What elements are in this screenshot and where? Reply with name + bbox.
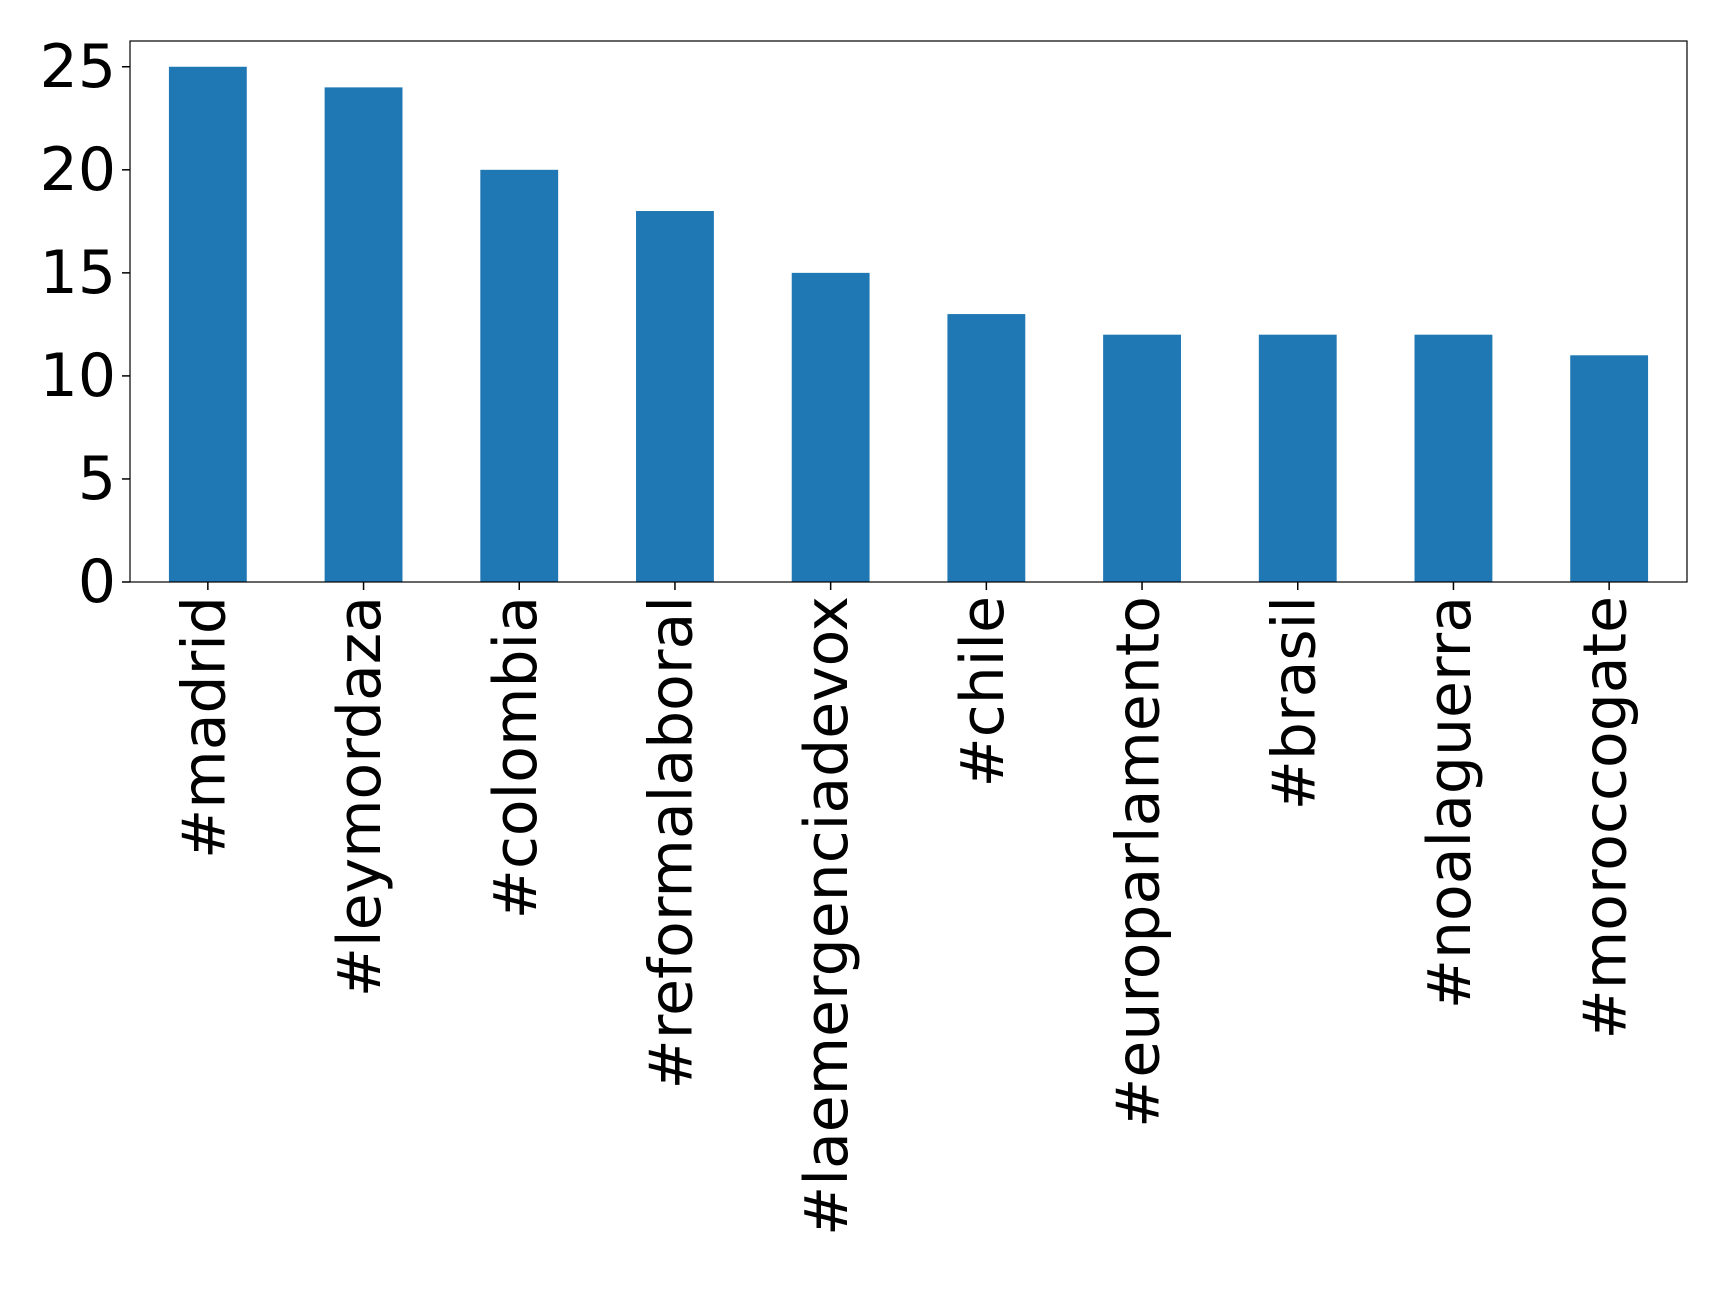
- bar: [791, 272, 870, 582]
- y-tick-label: 10: [40, 341, 116, 411]
- x-tick-label: #colombia: [481, 596, 551, 919]
- y-tick-label: 15: [40, 238, 116, 308]
- x-tick-label: #leymordaza: [325, 596, 395, 997]
- x-tick-label: #madrid: [169, 596, 239, 859]
- bar: [1103, 334, 1181, 582]
- x-tick-label: #europarlamento: [1104, 596, 1174, 1128]
- bar: [1258, 334, 1337, 582]
- bar: [324, 87, 403, 582]
- plot-frame: [129, 40, 1688, 583]
- y-tick-label: 5: [78, 444, 116, 514]
- x-tick-label: #noalaguerra: [1415, 596, 1485, 1009]
- x-tick-label: #reformalaboral: [637, 596, 707, 1090]
- x-tick-label: #brasil: [1259, 596, 1329, 810]
- x-tick-label: #chile: [948, 596, 1018, 788]
- y-tick-label: 25: [40, 32, 116, 102]
- y-tick-label: 20: [40, 135, 116, 205]
- bar: [480, 169, 559, 583]
- bar: [1570, 355, 1649, 582]
- bar: [1414, 334, 1493, 582]
- bar: [947, 314, 1026, 582]
- y-tick-label: 0: [78, 547, 116, 617]
- x-tick-label: #laemergenciadevox: [792, 596, 862, 1236]
- x-tick-label: #moroccogate: [1571, 596, 1641, 1039]
- bar: [168, 66, 247, 582]
- bar: [636, 211, 714, 582]
